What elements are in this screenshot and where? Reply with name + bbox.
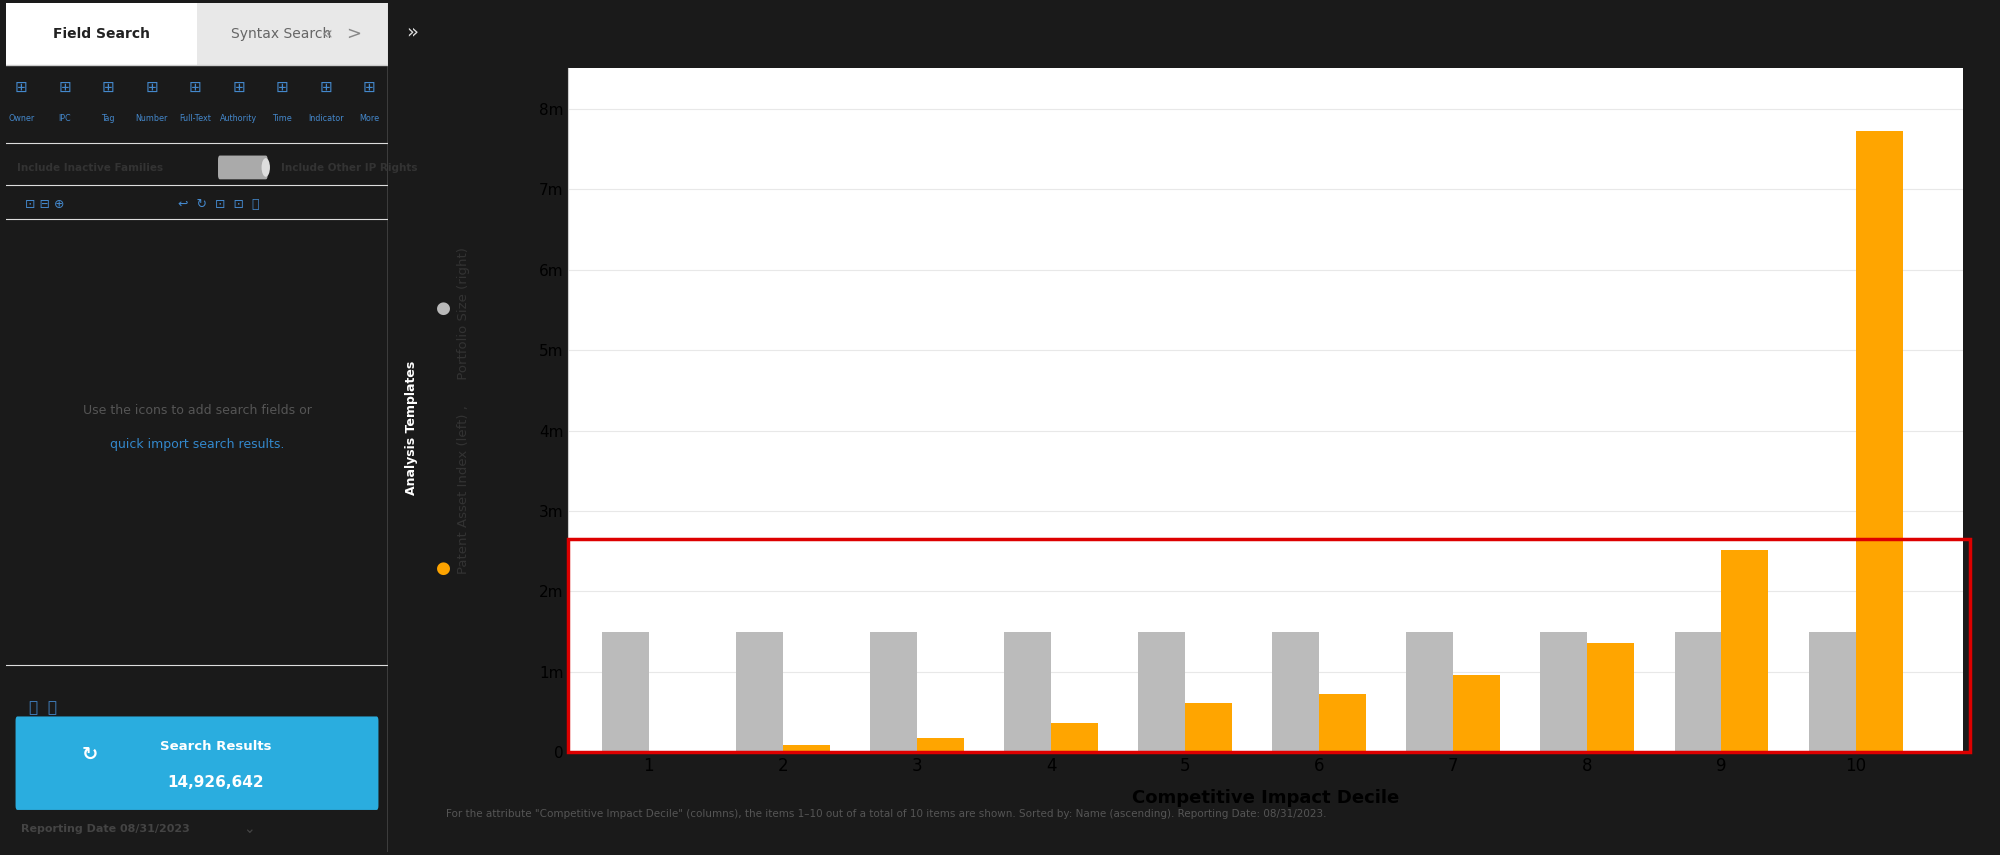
Text: «: « — [322, 25, 332, 43]
Text: Field Search: Field Search — [52, 27, 150, 41]
Text: ↻: ↻ — [82, 746, 98, 764]
Bar — [1406, 632, 1454, 752]
Text: quick import search results.: quick import search results. — [110, 438, 284, 451]
Text: Owner: Owner — [8, 115, 34, 123]
Bar — [1674, 632, 1722, 752]
Bar — [1540, 632, 1588, 752]
Bar — [1004, 632, 1052, 752]
Bar — [602, 632, 648, 752]
Text: ⊡ ⊟ ⊕: ⊡ ⊟ ⊕ — [26, 198, 64, 211]
Text: ●: ● — [434, 561, 452, 575]
Text: ●: ● — [434, 301, 452, 315]
Text: Time: Time — [272, 115, 292, 123]
Text: ⊞: ⊞ — [102, 80, 114, 95]
X-axis label: Competitive Impact Decile: Competitive Impact Decile — [1132, 789, 1400, 807]
Text: Patent Asset Index (left) ,      Portfolio Size (right): Patent Asset Index (left) , Portfolio Si… — [458, 247, 470, 574]
Text: ↩  ↻  ⊡  ⊡  🗑: ↩ ↻ ⊡ ⊡ 🗑 — [178, 198, 260, 211]
Bar — [1186, 703, 1232, 752]
Bar — [1722, 550, 1768, 752]
FancyBboxPatch shape — [218, 156, 268, 180]
Text: >: > — [346, 25, 362, 43]
Bar — [1808, 632, 1856, 752]
Text: ⊞: ⊞ — [364, 80, 376, 95]
Bar — [782, 746, 830, 752]
Bar — [648, 751, 696, 752]
Text: Syntax Search: Syntax Search — [230, 27, 332, 41]
Text: Number: Number — [136, 115, 168, 123]
Text: Analysis Templates: Analysis Templates — [406, 360, 418, 495]
Bar — [1856, 131, 1902, 752]
Text: Indicator: Indicator — [308, 115, 344, 123]
Text: For the attribute "Competitive Impact Decile" (columns), the items 1–10 out of a: For the attribute "Competitive Impact De… — [446, 809, 1326, 819]
Bar — [568, 540, 1970, 752]
Text: ⊞: ⊞ — [146, 80, 158, 95]
Text: ⊞: ⊞ — [320, 80, 332, 95]
Text: Tag: Tag — [102, 115, 116, 123]
Text: 🔔  🏷: 🔔 🏷 — [28, 700, 56, 716]
Text: ⊞: ⊞ — [276, 80, 288, 95]
Bar — [6, 3, 388, 65]
Bar — [870, 632, 918, 752]
Text: ⊞: ⊞ — [232, 80, 246, 95]
Circle shape — [262, 158, 270, 177]
Text: Include Inactive Families: Include Inactive Families — [18, 163, 164, 174]
Bar — [1454, 675, 1500, 752]
Text: ⊞: ⊞ — [188, 80, 202, 95]
Bar — [1138, 632, 1186, 752]
Text: Reporting Date 08/31/2023: Reporting Date 08/31/2023 — [22, 823, 190, 834]
Text: Include Other IP Rights: Include Other IP Rights — [282, 163, 418, 174]
Text: ⊞: ⊞ — [58, 80, 72, 95]
Text: ⌄: ⌄ — [242, 822, 254, 835]
Bar — [918, 738, 964, 752]
Bar — [1588, 643, 1634, 752]
Bar — [1320, 694, 1366, 752]
Text: Full-Text: Full-Text — [180, 115, 212, 123]
Text: Use the icons to add search fields or: Use the icons to add search fields or — [82, 404, 312, 417]
Bar — [736, 632, 782, 752]
Bar — [1272, 632, 1320, 752]
Text: 14,926,642: 14,926,642 — [168, 775, 264, 790]
Text: IPC: IPC — [58, 115, 72, 123]
Text: ⊞: ⊞ — [14, 80, 28, 95]
Bar — [1052, 722, 1098, 752]
Text: Search Results: Search Results — [160, 740, 272, 752]
FancyBboxPatch shape — [16, 716, 378, 810]
Text: »: » — [406, 23, 418, 42]
Bar — [6, 3, 196, 65]
Text: Authority: Authority — [220, 115, 258, 123]
Text: More: More — [360, 115, 380, 123]
